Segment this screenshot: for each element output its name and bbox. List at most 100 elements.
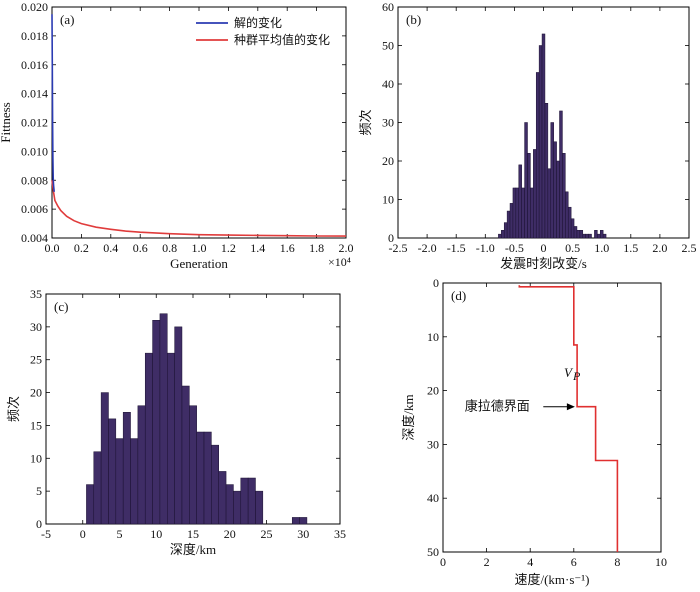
velocity-profile-line <box>518 285 619 552</box>
y-tick-label: 0.006 <box>21 202 48 216</box>
x-tick-label: 1.0 <box>594 241 609 255</box>
histogram-bar <box>550 122 554 239</box>
y-tick-label: 10 <box>30 451 42 465</box>
legend-label: 种群平均值的变化 <box>234 32 330 47</box>
y-axis-label: Fittness <box>0 102 13 142</box>
histogram-bar <box>501 230 505 239</box>
histogram-bar <box>291 517 300 525</box>
annotation-arrow-head <box>566 403 575 411</box>
x-axis-label: 深度/km <box>170 542 216 557</box>
vp-subscript: P <box>572 369 581 383</box>
y-tick-label: 35 <box>30 287 42 301</box>
x-tick-label: 15 <box>187 527 199 541</box>
histogram-bar <box>588 233 592 239</box>
y-tick-label: 40 <box>427 491 439 505</box>
x-tick-label: 2.0 <box>339 241 354 255</box>
histogram-bar <box>527 153 531 239</box>
y-tick-label: 10 <box>382 193 394 207</box>
y-tick-label: 25 <box>30 353 42 367</box>
y-tick-label: 30 <box>30 320 42 334</box>
histogram-bar <box>130 438 139 525</box>
histogram-bar <box>538 45 543 239</box>
histogram-bar <box>203 431 212 525</box>
y-tick-label: 30 <box>427 437 439 451</box>
histogram-bar <box>570 218 575 239</box>
series-population-mean-line <box>51 180 347 237</box>
series-solution-line <box>51 14 55 192</box>
x-axis-label: 发震时刻改变/s <box>500 256 587 271</box>
histogram-bar <box>233 490 242 525</box>
x-tick-label: 0.6 <box>133 241 148 255</box>
y-tick-label: 0.010 <box>21 144 48 158</box>
histogram-bar <box>585 233 589 239</box>
histogram-bar <box>247 477 256 525</box>
legend-label: 解的变化 <box>234 15 282 30</box>
histogram-bar <box>196 431 205 525</box>
histogram-bar <box>582 233 586 239</box>
plot-frame <box>442 282 662 553</box>
x-tick-label: 2.5 <box>682 241 697 255</box>
vp-label: V <box>564 365 574 380</box>
histogram-bar <box>86 484 95 525</box>
histogram-bar <box>174 326 183 525</box>
y-axis-label: 深度/km <box>401 394 416 440</box>
histogram-bar <box>137 405 146 525</box>
histogram-bar <box>144 352 153 525</box>
histogram-bar <box>181 385 190 525</box>
histogram-bar <box>565 191 569 239</box>
x-tick-label: 0.5 <box>565 241 580 255</box>
x-tick-label: -0.5 <box>505 241 524 255</box>
histogram-bar <box>594 230 598 239</box>
y-tick-label: 0.018 <box>21 29 48 43</box>
x-tick-label: 10 <box>150 527 162 541</box>
histogram-bar <box>559 110 563 239</box>
histogram-bar <box>530 187 534 239</box>
x-tick-label: 2 <box>484 555 490 569</box>
histogram-bar <box>597 233 601 239</box>
y-tick-label: 50 <box>427 545 439 559</box>
y-tick-label: 0 <box>433 276 439 290</box>
histogram-bar <box>579 230 584 239</box>
histogram-bar <box>506 210 511 239</box>
panel-label: (d) <box>451 288 466 303</box>
x-tick-label: 0.8 <box>162 241 177 255</box>
x-tick-label: 5 <box>117 527 123 541</box>
x-tick-label: -1.0 <box>476 241 495 255</box>
histogram-bar <box>512 187 517 239</box>
histogram-bar <box>100 392 109 525</box>
x-axis-label: 速度/(km·s⁻¹) <box>514 572 589 587</box>
y-tick-label: 0.014 <box>21 87 48 101</box>
histogram-bar <box>152 320 161 525</box>
y-tick-label: 10 <box>427 330 439 344</box>
histogram-bar <box>541 33 546 239</box>
x-multiplier: ×10⁴ <box>328 255 351 269</box>
histogram-bar <box>556 160 560 239</box>
x-tick-label: 0 <box>80 527 86 541</box>
x-tick-label: 10 <box>655 555 667 569</box>
panel-b-origin-time-histogram: -2.5 -2.0 -1.5 -1.0 -0.5 0 0.5 1.0 1.5 2.0 2.5 0 10 2… <box>358 0 697 271</box>
y-tick-label: 0.012 <box>21 116 48 130</box>
y-tick-label: 0.004 <box>21 231 48 245</box>
x-tick-label: -2.5 <box>389 241 408 255</box>
x-tick-label: -5 <box>41 527 51 541</box>
y-axis-label: 频次 <box>358 109 373 135</box>
histogram-bar <box>524 122 528 239</box>
histogram-bar <box>115 438 124 525</box>
y-tick-label: 60 <box>382 0 394 14</box>
x-tick-label: 4 <box>527 555 533 569</box>
y-tick-label: 40 <box>382 77 394 91</box>
histogram-bar <box>573 226 578 239</box>
x-tick-label: 6 <box>571 555 577 569</box>
panel-label: (c) <box>54 299 68 314</box>
histogram-bar <box>553 141 557 239</box>
panel-d-velocity-model: 0 2 4 6 8 10 0 10 20 30 40 50 (d) 速度/(km·s⁻¹) 深度/km V P 康… <box>401 276 667 587</box>
histogram-bar <box>211 444 219 525</box>
histogram-bar <box>159 313 168 525</box>
panel-label: (a) <box>60 12 74 27</box>
x-tick-label: 0 <box>541 241 547 255</box>
histogram-bar <box>498 233 502 239</box>
y-tick-label: 5 <box>36 484 42 498</box>
x-tick-label: 25 <box>261 527 273 541</box>
y-tick-label: 30 <box>382 116 394 130</box>
